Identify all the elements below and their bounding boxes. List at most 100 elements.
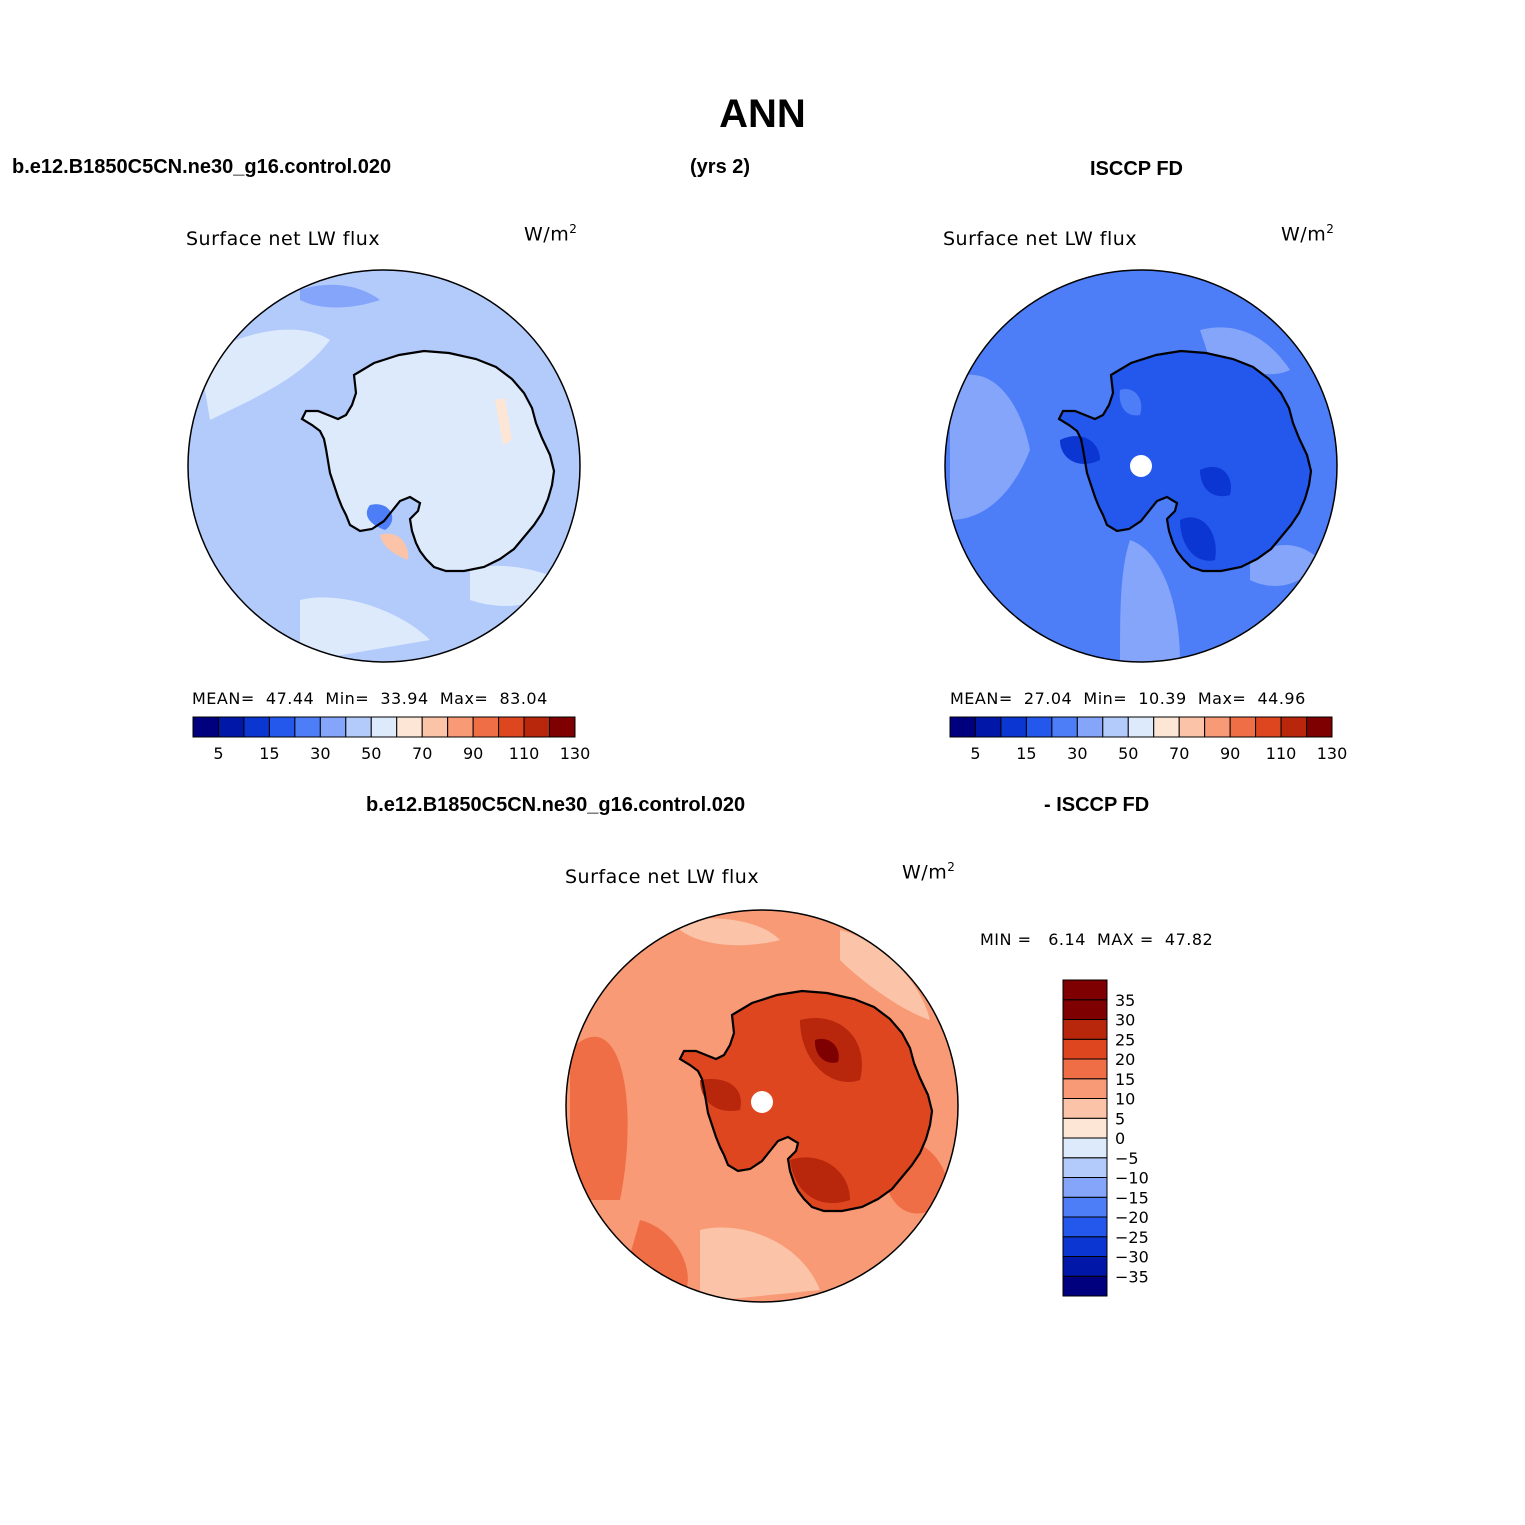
colorbar-swatch: [1153, 716, 1180, 738]
colorbar-swatch: [1051, 716, 1078, 738]
colorbar-swatch: [1255, 716, 1282, 738]
colorbar-swatch: [1062, 1019, 1108, 1040]
colorbar-tick-label: 15: [1115, 1070, 1135, 1089]
field-patch-15-20: [1200, 466, 1231, 497]
colorbar-swatch: [1280, 716, 1308, 738]
colorbar-tick-label: 15: [1016, 744, 1036, 763]
colorbar-swatch: [1062, 1157, 1108, 1178]
field-patch-30-35: [790, 1157, 850, 1204]
colorbar-swatch: [1127, 716, 1155, 738]
colorbar-swatch: [447, 716, 474, 738]
colorbar-swatch: [1229, 716, 1257, 738]
units-label: W/m2: [902, 860, 955, 883]
colorbar-tick-label: 30: [310, 744, 330, 763]
field-patch-45-50: [200, 329, 330, 420]
units-label: W/m2: [1281, 222, 1334, 245]
colorbar-tick-label: 50: [1118, 744, 1138, 763]
colorbar-tick-label: 10: [1115, 1090, 1135, 1109]
colorbar-tick-label: −30: [1115, 1248, 1149, 1267]
field-patch-30-35: [1250, 545, 1320, 586]
colorbar-tick-label: 50: [361, 744, 381, 763]
field-patch-15-20: [1180, 517, 1216, 561]
field-patch-30-35: [366, 504, 393, 530]
colorbar-tick-label: −25: [1115, 1228, 1149, 1247]
colorbar-swatch: [472, 716, 500, 738]
map-boundary: [187, 269, 581, 663]
colorbar-tick-label: 30: [1115, 1011, 1135, 1030]
field-patch-10-15: [700, 1227, 820, 1302]
colorbar-swatch: [243, 716, 270, 738]
colorbar-swatch: [1204, 716, 1231, 738]
colorbar-swatch: [1062, 999, 1108, 1020]
colorbar-tick-label: −20: [1115, 1208, 1149, 1227]
stats-label: MEAN= 47.44 Min= 33.94 Max= 83.04: [192, 689, 548, 708]
units-text: W/m: [524, 223, 570, 246]
colorbar-tick-label: 70: [1169, 744, 1189, 763]
variable-label: Surface net LW flux: [565, 866, 760, 888]
colorbar-swatch: [294, 716, 321, 738]
figure-title: ANN: [719, 92, 806, 136]
colorbar-swatch: [268, 716, 296, 738]
obs-name: ISCCP FD: [1090, 158, 1183, 180]
colorbar-tick-label: −10: [1115, 1169, 1149, 1188]
colorbar-swatch: [1062, 1117, 1108, 1139]
colorbar-swatch: [549, 716, 576, 738]
variable-label: Surface net LW flux: [943, 228, 1138, 250]
field-patch-10-15: [840, 930, 930, 1020]
colorbar-swatch: [1062, 1098, 1108, 1119]
field-patch-50-55: [495, 398, 512, 445]
colorbar-swatch: [370, 716, 398, 738]
colorbar-swatch: [1062, 1137, 1108, 1159]
colorbar-tick-label: 90: [463, 744, 483, 763]
colorbar-swatch: [1000, 716, 1027, 738]
colorbar-swatch: [1062, 1256, 1108, 1277]
colorbar-swatch: [1062, 1216, 1108, 1238]
field-patch-10-15: [680, 918, 780, 946]
colorbar-tick-label: 130: [1317, 744, 1348, 763]
stats-label: MIN = 6.14 MAX = 47.82: [980, 930, 1214, 949]
colorbar-tick-label: −15: [1115, 1188, 1149, 1207]
map-panel-model: [187, 269, 581, 663]
colorbar-tick-label: 5: [213, 744, 223, 763]
colorbar-tick-label: 15: [259, 744, 279, 763]
colorbar-swatch: [1178, 716, 1206, 738]
colorbar-obs: 5 15 30 50 70 90 110 130: [949, 716, 1348, 763]
colorbar-tick-label: −5: [1115, 1149, 1139, 1168]
map-boundary: [944, 269, 1338, 663]
pole-missing-data: [751, 1091, 773, 1113]
colorbar-swatch: [396, 716, 423, 738]
units-text: W/m: [1281, 223, 1327, 246]
units-text: W/m: [902, 861, 948, 884]
colorbar-swatch: [1025, 716, 1053, 738]
field-patch-15-20: [1060, 436, 1100, 464]
diff-obs-name: - ISCCP FD: [1044, 794, 1150, 816]
colorbar-swatch: [319, 716, 347, 738]
colorbar-swatch: [421, 716, 449, 738]
colorbar-tick-label: 5: [970, 744, 980, 763]
colorbar-tick-label: 70: [412, 744, 432, 763]
colorbar-tick-label: 110: [509, 744, 540, 763]
colorbar-swatch: [1062, 1058, 1108, 1080]
colorbar-model: 5 15 30 50 70 90 110 130: [192, 716, 591, 763]
colorbar-swatch: [1062, 1275, 1108, 1297]
map-panel-obs: [944, 269, 1338, 663]
colorbar-swatch: [345, 716, 372, 738]
colorbar-tick-label: 130: [560, 744, 591, 763]
stats-label: MEAN= 27.04 Min= 10.39 Max= 44.96: [950, 689, 1306, 708]
units-label: W/m2: [524, 222, 577, 245]
colorbar-tick-label: 30: [1067, 744, 1087, 763]
field-patch-30-35: [700, 1079, 741, 1111]
colorbar-swatch: [1062, 1177, 1108, 1198]
colorbar-swatch: [217, 716, 245, 738]
colorbar-swatch: [1062, 1236, 1108, 1257]
colorbar-swatch: [1062, 1038, 1108, 1060]
colorbar-tick-label: 0: [1115, 1129, 1125, 1148]
colorbar-tick-label: 5: [1115, 1109, 1125, 1128]
years-label: (yrs 2): [690, 156, 751, 178]
colorbar-tick-label: 20: [1115, 1050, 1135, 1069]
colorbar-tick-label: 110: [1266, 744, 1297, 763]
colorbar-swatch: [1306, 716, 1333, 738]
units-superscript: 2: [569, 222, 578, 236]
